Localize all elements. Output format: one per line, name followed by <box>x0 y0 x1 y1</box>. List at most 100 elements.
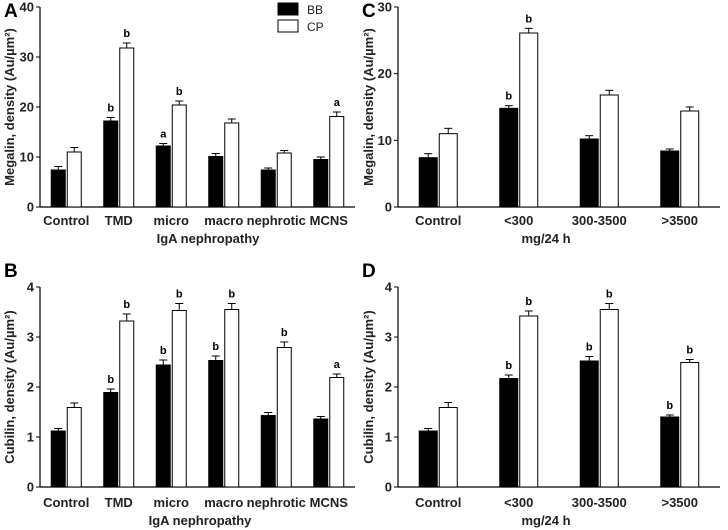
panel-c-x-axis-title: mg/24 h <box>521 231 570 246</box>
panel-d-bar-cp <box>438 407 458 488</box>
panel-d-y-axis-title: Cubilin, density (Au/µm²) <box>361 310 376 463</box>
panel-d-bar-cp <box>599 309 619 488</box>
panel-a-significance-label: a <box>160 129 167 141</box>
panel-a-y-tick-label: 10 <box>20 150 34 165</box>
panel-b-y-axis-title: Cubilin, density (Au/µm²) <box>2 310 17 463</box>
panel-a-bar-cp <box>119 47 135 208</box>
panel-d-y-tick-label: 1 <box>385 430 392 445</box>
panel-d-y-tick-label: 0 <box>385 480 392 495</box>
panel-b-bar-bb <box>260 415 276 488</box>
panel-letter-a: A <box>4 1 18 22</box>
panel-c-category-label: <300 <box>504 213 533 228</box>
panel-b-significance-label: b <box>228 289 235 301</box>
panel-b-category-label: nephrotic <box>247 495 306 510</box>
legend-swatch-cp <box>277 19 299 33</box>
panel-d-category-label: Control <box>415 495 461 510</box>
panel-a-significance-label: b <box>107 103 114 115</box>
panel-b-bar-cp <box>119 320 135 488</box>
panel-b-category-label: Control <box>43 495 89 510</box>
legend-label-bb: BB <box>307 3 323 17</box>
panel-a-significance-label: a <box>334 97 341 109</box>
panel-b-bar-cp <box>224 309 240 488</box>
panel-a-category-label: Control <box>43 213 89 228</box>
panel-b-y-tick-label: 2 <box>27 380 34 395</box>
legend: BB CP <box>277 2 324 34</box>
panel-b-y-tick-label: 0 <box>27 480 34 495</box>
panel-b-significance-label: b <box>212 341 219 353</box>
panel-b-x-axis-title: IgA nephropathy <box>149 513 253 528</box>
panel-c-significance-label: b <box>505 91 512 103</box>
panel-b-significance-label: a <box>334 359 341 371</box>
panel-d-x-axis-title: mg/24 h <box>521 513 570 528</box>
panel-c-y-tick-label: 20 <box>378 66 392 81</box>
panel-a-y-tick-label: 20 <box>20 100 34 115</box>
panel-a-significance-label: b <box>123 28 130 40</box>
panel-b-category-label: micro <box>154 495 189 510</box>
panel-c-bar-cp <box>599 94 619 208</box>
panel-b-bar-cp <box>329 377 345 488</box>
panel-b-significance-label: b <box>107 374 114 386</box>
panel-d-significance-label: b <box>606 289 613 301</box>
panel-c-y-tick-label: 10 <box>378 133 392 148</box>
panel-d-bar-cp <box>519 315 539 488</box>
panel-a-bar-bb <box>313 159 329 208</box>
panel-letter-d: D <box>362 261 376 282</box>
panel-d-significance-label: b <box>586 342 593 354</box>
panel-a-x-axis-title: IgA nephropathy <box>157 231 261 246</box>
panel-c-bar-cp <box>680 110 700 208</box>
panel-a-bar-cp <box>224 122 240 208</box>
panel-a-bar-bb <box>208 156 224 208</box>
panel-c-bar-bb <box>579 138 599 208</box>
panel-a-y-tick-label: 40 <box>20 0 34 15</box>
panel-d-category-label: <300 <box>504 495 533 510</box>
panel-c-y-tick-label: 30 <box>378 0 392 15</box>
panel-b-category-label: MCNS <box>310 495 349 510</box>
panel-c-bar-cp <box>438 133 458 208</box>
panel-d-chart: 0 1 2 3 4 Cubilin, density (Au/µm²) Control <30… <box>361 280 720 528</box>
panel-letter-c: C <box>362 1 376 22</box>
panel-c-y-tick-label: 0 <box>385 200 392 215</box>
panel-d-y-tick-label: 4 <box>385 280 393 295</box>
panel-a-bar-bb <box>50 169 66 208</box>
panel-a-y-tick-label: 30 <box>20 50 34 65</box>
panel-a-category-label: macro <box>204 213 243 228</box>
panel-b-significance-label: b <box>176 289 183 301</box>
panel-b-category-label: macro <box>204 495 243 510</box>
panel-b-significance-label: b <box>160 345 167 357</box>
panel-d-category-label: >3500 <box>661 495 698 510</box>
panel-d-bar-bb <box>418 430 438 488</box>
panel-c-bar-cp <box>519 32 539 208</box>
panel-a-y-axis-title: Megalin, density (Au/µm²) <box>2 28 17 186</box>
panel-b-chart: 0 1 2 3 4 Cubilin, density (Au/µm²) Control TMD… <box>2 280 355 528</box>
panel-b-y-tick-label: 3 <box>27 330 34 345</box>
legend-swatch-bb <box>277 2 299 16</box>
panel-a-category-label: nephrotic <box>247 213 306 228</box>
panel-b-bar-bb <box>103 392 119 488</box>
panel-d-significance-label: b <box>505 360 512 372</box>
panel-d-y-tick-label: 3 <box>385 330 392 345</box>
panel-d-significance-label: b <box>666 400 673 412</box>
panel-b-significance-label: b <box>123 299 130 311</box>
panel-b-y-tick-label: 1 <box>27 430 34 445</box>
panel-a-bar-bb <box>155 145 171 208</box>
panel-d-significance-label: b <box>525 296 532 308</box>
panel-b-y-tick-label: 4 <box>27 280 35 295</box>
panel-a-bar-cp <box>276 152 292 208</box>
panel-c-category-label: Control <box>415 213 461 228</box>
panel-d-category-label: 300-3500 <box>572 495 627 510</box>
panel-a-category-label: MCNS <box>310 213 349 228</box>
panel-b-bar-bb <box>155 364 171 488</box>
panel-a-significance-label: b <box>176 86 183 98</box>
panel-a-bar-cp <box>329 116 345 208</box>
panel-a-bar-bb <box>103 120 119 208</box>
panel-c-significance-label: b <box>525 13 532 25</box>
panel-a-category-label: micro <box>154 213 189 228</box>
panel-b-bar-bb <box>50 430 66 488</box>
panel-c-bar-bb <box>418 157 438 208</box>
panel-b-bar-cp <box>171 310 187 488</box>
panel-a-bar-bb <box>260 169 276 208</box>
panel-a-y-tick-label: 0 <box>27 200 34 215</box>
